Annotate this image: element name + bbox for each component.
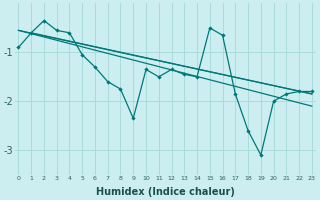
X-axis label: Humidex (Indice chaleur): Humidex (Indice chaleur) — [96, 187, 235, 197]
